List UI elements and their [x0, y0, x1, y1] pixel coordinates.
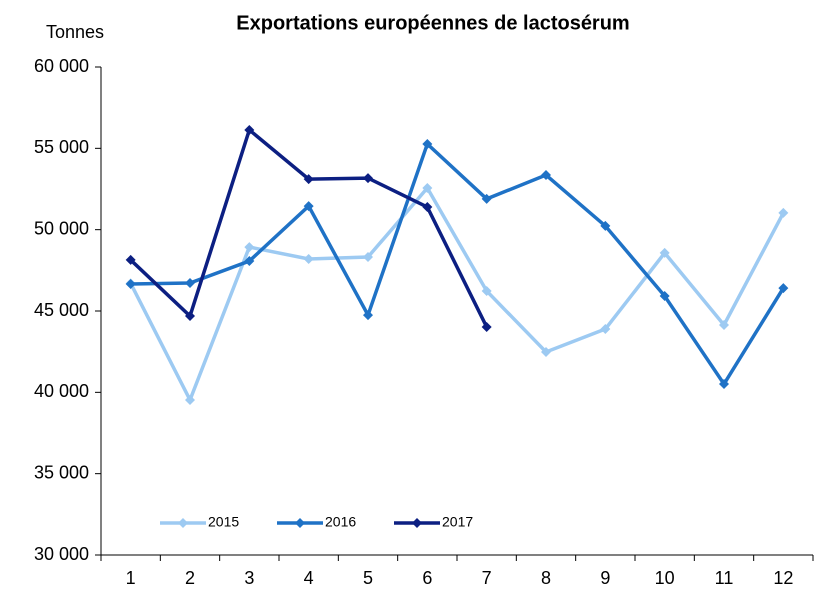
y-tick-label: 35 000: [34, 462, 89, 482]
data-point: [244, 242, 255, 253]
y-tick-label: 40 000: [34, 381, 89, 401]
data-point: [719, 319, 729, 330]
y-tick-label: 50 000: [34, 218, 89, 238]
x-tick-label: 9: [600, 568, 610, 588]
x-tick-label: 6: [422, 568, 432, 588]
y-tick-label: 30 000: [34, 544, 89, 564]
legend-marker: [178, 518, 188, 528]
data-point: [303, 201, 314, 212]
data-point: [541, 346, 551, 357]
legend-label: 2017: [442, 514, 473, 530]
data-point: [363, 173, 373, 184]
legend-marker: [295, 518, 305, 528]
data-point: [125, 278, 136, 289]
data-point: [244, 256, 255, 267]
data-point: [363, 251, 373, 262]
x-tick-label: 10: [655, 568, 675, 588]
series-line: [129, 126, 489, 328]
data-point: [481, 193, 492, 204]
data-point: [422, 138, 433, 149]
data-point: [185, 278, 195, 289]
x-tick-label: 2: [185, 568, 195, 588]
data-point: [659, 291, 670, 302]
x-tick-label: 5: [363, 568, 373, 588]
y-tick-label: 60 000: [34, 56, 89, 76]
data-point: [303, 253, 314, 264]
data-point: [541, 170, 551, 181]
data-point: [185, 311, 195, 322]
data-point: [659, 247, 670, 258]
data-point: [422, 202, 433, 213]
x-tick-label: 12: [773, 568, 793, 588]
x-tick-label: 11: [715, 568, 734, 588]
data-point: [363, 310, 373, 321]
y-tick-label: 45 000: [34, 300, 89, 320]
data-point: [481, 321, 492, 332]
y-axis-label: Tonnes: [46, 22, 104, 42]
series-line: [130, 140, 785, 388]
legend-label: 2016: [325, 514, 356, 530]
chart-title: Exportations européennes de lactosérum: [236, 12, 629, 34]
data-point: [719, 379, 729, 390]
x-tick-label: 1: [126, 568, 136, 588]
x-tick-label: 7: [482, 568, 492, 588]
data-point: [185, 394, 195, 405]
data-point: [244, 124, 255, 135]
legend-label: 2015: [208, 514, 239, 530]
data-point: [778, 207, 789, 218]
data-point: [600, 324, 611, 335]
data-point: [481, 285, 492, 296]
y-tick-label: 55 000: [34, 137, 89, 157]
data-point: [125, 254, 136, 265]
x-tick-label: 4: [304, 568, 314, 588]
data-point: [303, 174, 314, 185]
data-point: [778, 283, 789, 294]
series-line: [129, 185, 785, 405]
data-point: [600, 220, 611, 231]
x-tick-label: 8: [541, 568, 551, 588]
data-point: [422, 183, 433, 194]
x-tick-label: 3: [244, 568, 254, 588]
legend-marker: [412, 518, 422, 528]
